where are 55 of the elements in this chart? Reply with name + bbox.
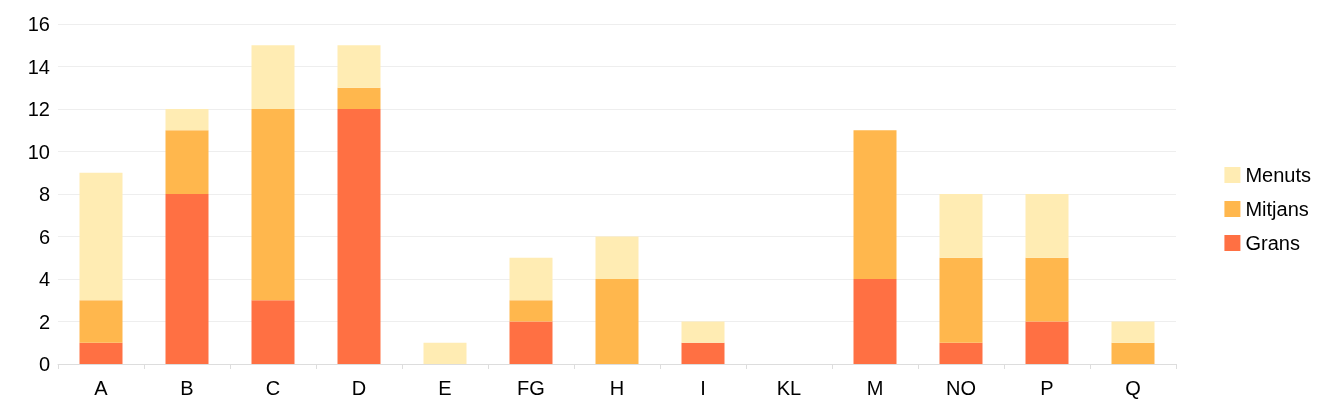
y-tick-label: 12 bbox=[27, 98, 50, 120]
bar bbox=[165, 194, 209, 364]
y-tick-label: 10 bbox=[27, 140, 50, 163]
bar bbox=[337, 109, 381, 364]
bar bbox=[251, 109, 295, 301]
legend-label: Menuts bbox=[1245, 164, 1312, 186]
x-tick-label: NO bbox=[946, 377, 976, 399]
x-tick-label: E bbox=[438, 377, 452, 399]
bar bbox=[251, 45, 295, 109]
y-tick-label: 4 bbox=[38, 268, 50, 290]
bar bbox=[1025, 321, 1069, 364]
bar bbox=[165, 109, 209, 131]
bar bbox=[251, 300, 295, 364]
bar bbox=[595, 279, 639, 364]
bar bbox=[337, 45, 381, 88]
bar bbox=[1025, 194, 1069, 258]
y-tick-label: 8 bbox=[38, 183, 50, 205]
bar bbox=[1025, 257, 1069, 322]
bar bbox=[1111, 342, 1155, 364]
y-tick-label: 6 bbox=[38, 225, 50, 248]
bar bbox=[79, 342, 123, 364]
bar bbox=[1111, 321, 1155, 343]
x-tick-label: D bbox=[351, 377, 367, 399]
bar bbox=[853, 130, 897, 279]
x-tick-label: B bbox=[180, 377, 194, 399]
bar bbox=[509, 257, 553, 301]
bar bbox=[509, 321, 553, 364]
bar bbox=[337, 87, 381, 109]
y-tick-label: 14 bbox=[27, 55, 50, 78]
bar bbox=[681, 321, 725, 343]
bar bbox=[79, 300, 123, 343]
x-tick-label: I bbox=[700, 377, 706, 399]
bar bbox=[681, 342, 725, 364]
bar bbox=[939, 342, 983, 364]
x-tick-label: M bbox=[866, 377, 884, 399]
bar bbox=[939, 194, 983, 258]
x-tick-label: H bbox=[609, 377, 625, 399]
x-tick-label: C bbox=[265, 377, 281, 399]
bar bbox=[509, 300, 553, 322]
legend-label: Grans bbox=[1245, 232, 1300, 254]
x-tick-label: P bbox=[1040, 377, 1054, 399]
bar bbox=[853, 279, 897, 364]
y-tick-label: 16 bbox=[27, 13, 50, 35]
legend-label: Mitjans bbox=[1245, 198, 1309, 220]
x-tick-label: Q bbox=[1125, 377, 1141, 399]
bar bbox=[79, 172, 123, 301]
y-tick-label: 0 bbox=[38, 353, 50, 375]
bar bbox=[939, 257, 983, 343]
bar bbox=[595, 236, 639, 279]
y-tick-label: 2 bbox=[38, 310, 50, 333]
x-tick-label: FG bbox=[517, 377, 545, 399]
x-tick-label: KL bbox=[776, 377, 802, 399]
x-tick-label: A bbox=[94, 377, 109, 399]
bar bbox=[165, 130, 209, 194]
bar bbox=[423, 342, 467, 364]
